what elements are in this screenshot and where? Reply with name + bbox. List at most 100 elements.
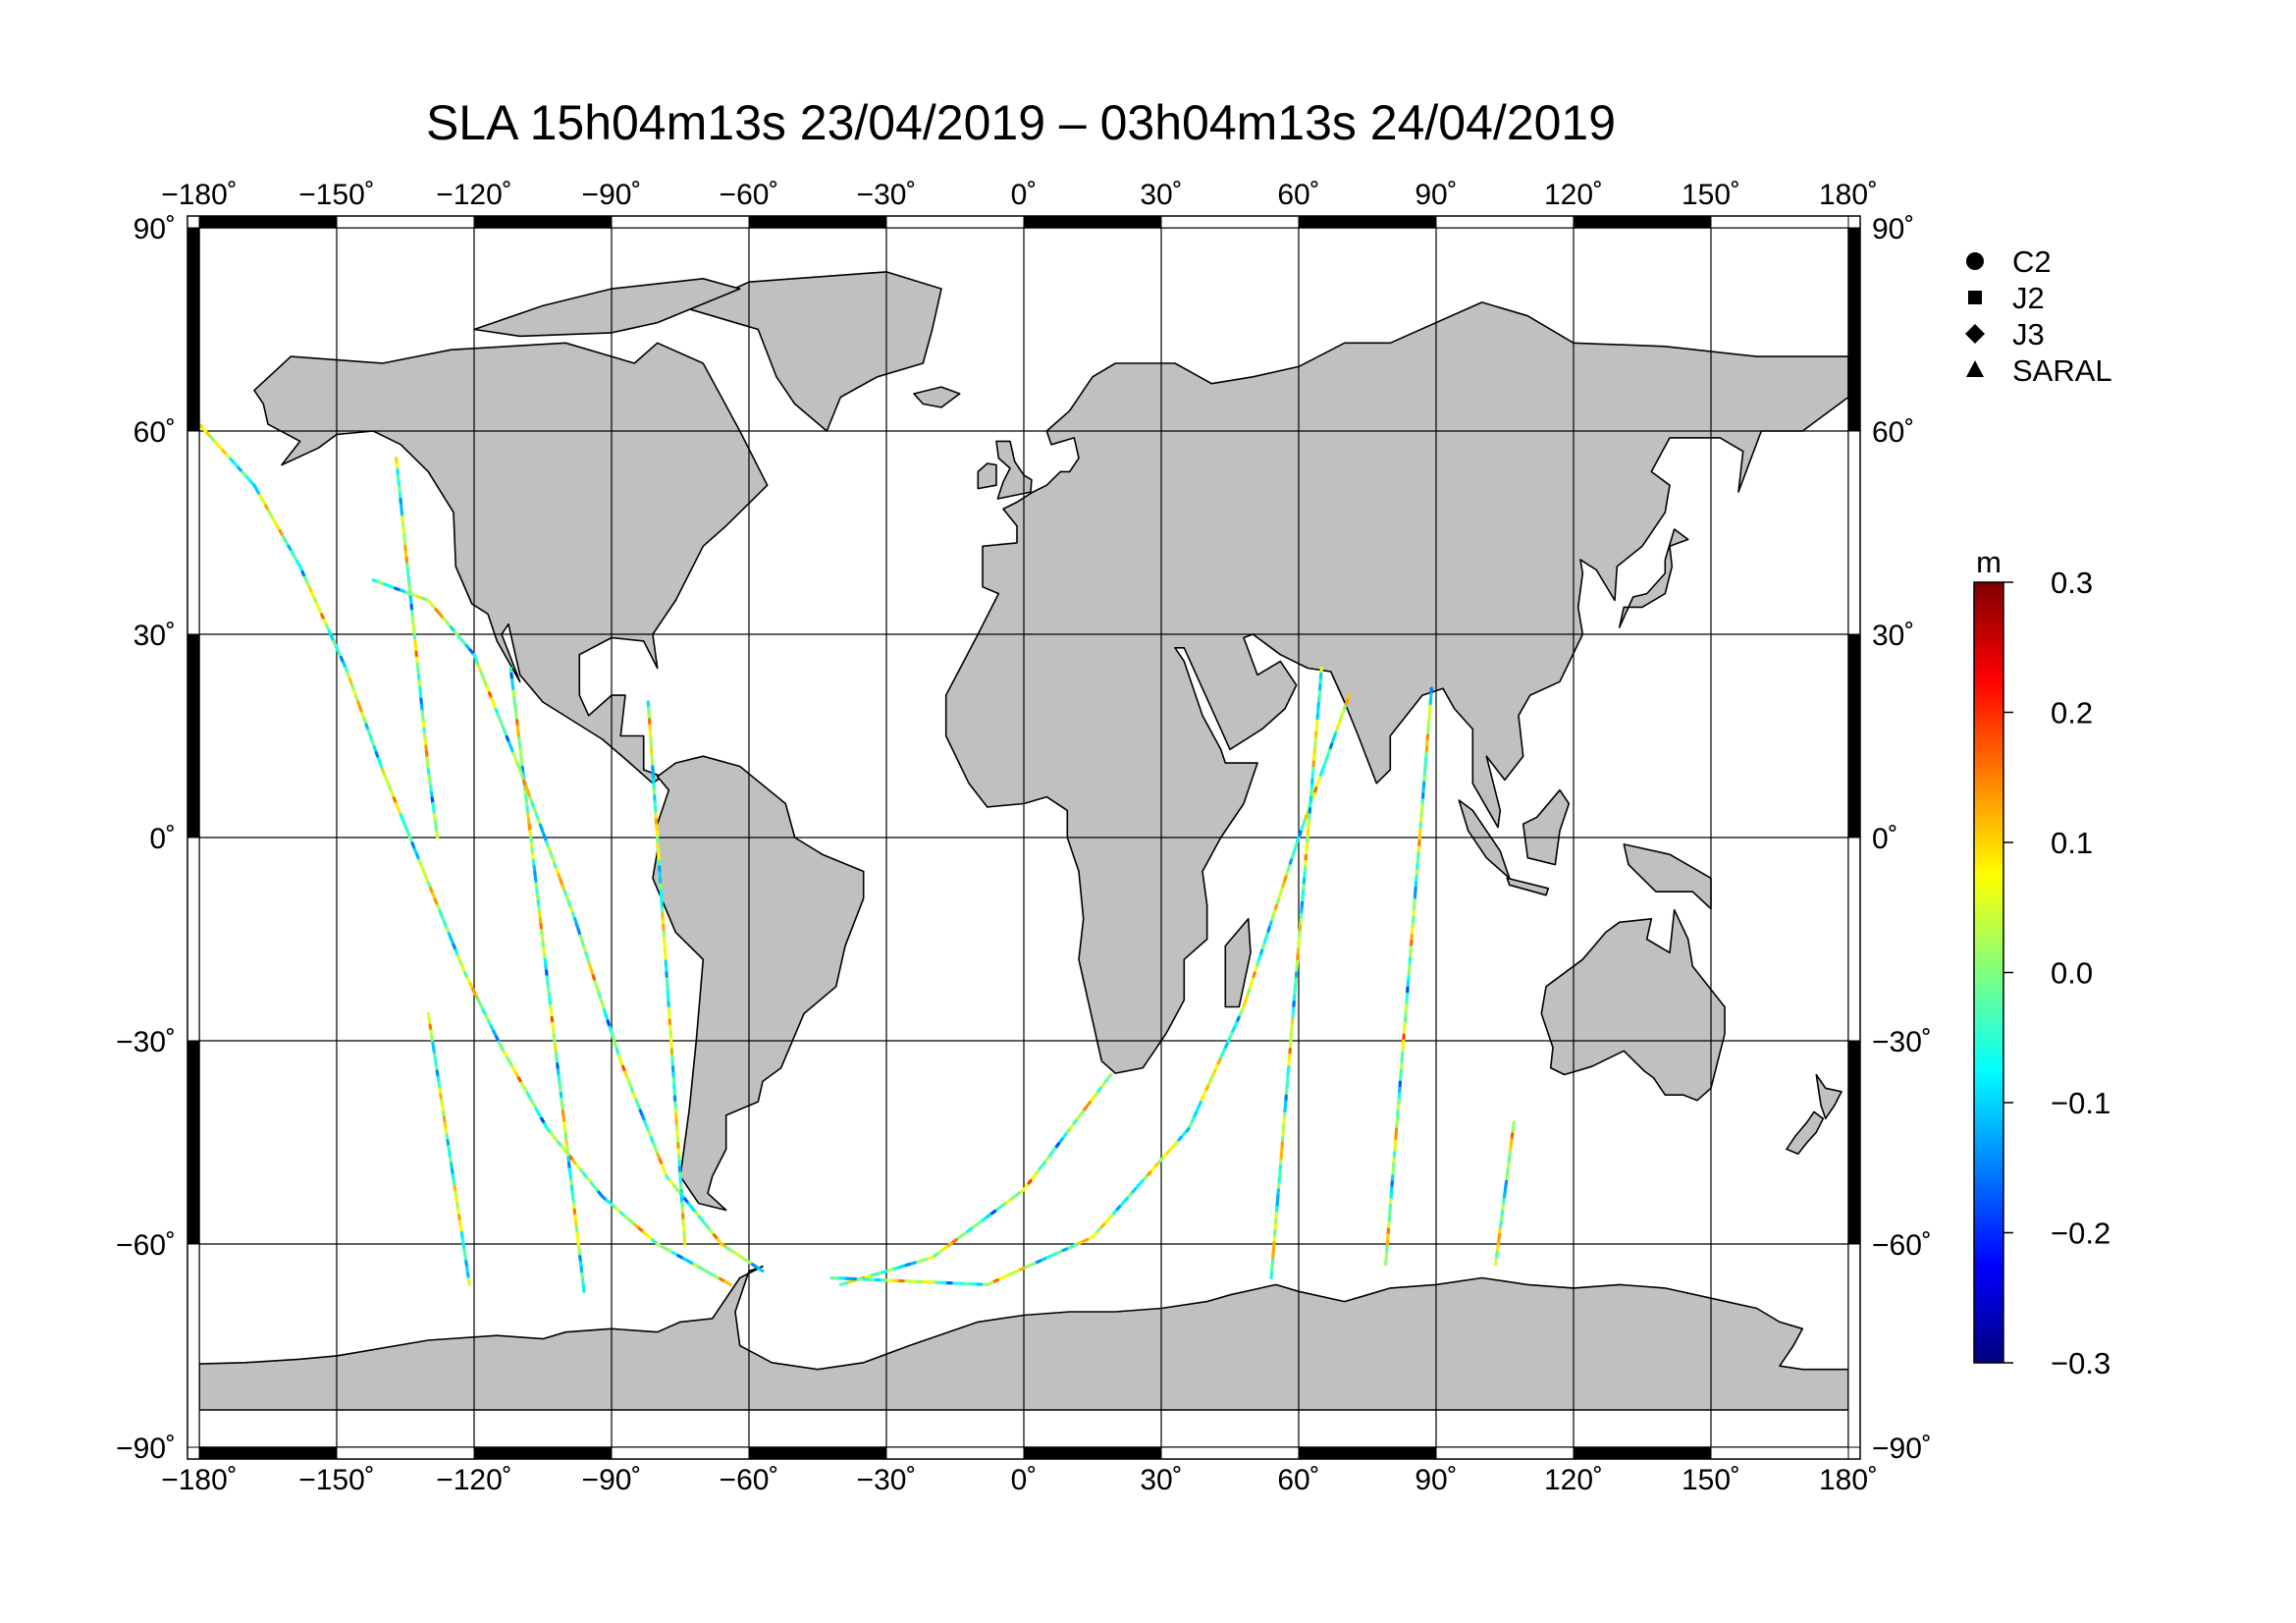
colorbar-unit: m bbox=[1976, 545, 2002, 579]
top-longitude-label: −120˚ bbox=[436, 179, 512, 211]
left-latitude-label: −60˚ bbox=[116, 1229, 176, 1262]
top-longitude-label: 120˚ bbox=[1544, 179, 1603, 211]
satellite-tracks bbox=[199, 422, 1516, 1293]
legend-label: C2 bbox=[2012, 244, 2052, 279]
bottom-longitude-label: 150˚ bbox=[1682, 1464, 1740, 1496]
top-longitude-label: −180˚ bbox=[161, 179, 238, 211]
top-longitude-label: 60˚ bbox=[1277, 179, 1319, 211]
satellite-track-7 bbox=[838, 1072, 1113, 1287]
top-longitude-label: 30˚ bbox=[1140, 179, 1182, 211]
frame-bar-top bbox=[1298, 215, 1437, 229]
frame-bar-bottom bbox=[748, 1446, 887, 1460]
frame-bar-bottom bbox=[1435, 1446, 1575, 1460]
frame-bar-left bbox=[187, 633, 200, 839]
legend-item-j2: J2 bbox=[1968, 281, 2045, 315]
frame-bar-top bbox=[1023, 215, 1162, 229]
frame-bar-left bbox=[187, 430, 200, 635]
right-latitude-label: 30˚ bbox=[1872, 620, 1914, 652]
frame-bar-bottom bbox=[1573, 1446, 1712, 1460]
frame-bar-bottom bbox=[1298, 1446, 1437, 1460]
top-longitude-label: 180˚ bbox=[1819, 179, 1878, 211]
bottom-longitude-label: −120˚ bbox=[436, 1464, 512, 1496]
frame-bar-bottom bbox=[1710, 1446, 1849, 1460]
frame-bar-right bbox=[1847, 227, 1861, 432]
diamond-icon bbox=[1965, 324, 1985, 344]
frame-bar-bottom bbox=[198, 1446, 338, 1460]
frame-bar-left bbox=[187, 227, 200, 432]
right-latitude-label: −30˚ bbox=[1872, 1026, 1932, 1058]
axis-labels: −180˚ −180˚ −150˚ −150˚ −120˚ −120˚ −90˚ −90˚ −6… bbox=[116, 179, 1932, 1496]
frame-bar-bottom bbox=[336, 1446, 475, 1460]
frame-bar-left bbox=[187, 837, 200, 1042]
right-latitude-label: 60˚ bbox=[1872, 416, 1914, 449]
satellite-track-11 bbox=[1494, 1120, 1516, 1267]
bottom-longitude-label: 30˚ bbox=[1140, 1464, 1182, 1496]
land-new-zealand-north bbox=[1815, 1073, 1842, 1120]
frame-bar-top bbox=[336, 215, 475, 229]
frame-bar-top bbox=[1573, 215, 1712, 229]
frame-bar-right bbox=[1847, 1243, 1861, 1448]
land-eurasia-africa bbox=[944, 301, 1848, 1074]
legend-label: J2 bbox=[2012, 281, 2045, 315]
frame-bar-bottom bbox=[611, 1446, 750, 1460]
frame-bar-top bbox=[748, 215, 887, 229]
frame-bar-left bbox=[187, 1040, 200, 1245]
top-longitude-label: 150˚ bbox=[1682, 179, 1740, 211]
colorbar-label: 0.3 bbox=[2051, 566, 2093, 600]
frame-bar-top bbox=[198, 215, 338, 229]
frame-bar-top bbox=[1435, 215, 1575, 229]
frame-bar-top bbox=[1710, 215, 1849, 229]
land-borneo bbox=[1522, 788, 1571, 866]
colorbar: m 0.3 0.2 0.1 0.0 −0.1 −0.2 −0.3 bbox=[1973, 545, 2110, 1380]
satellite-track-8 bbox=[829, 693, 1351, 1287]
top-longitude-label: −30˚ bbox=[857, 179, 917, 211]
left-latitude-label: 0˚ bbox=[149, 823, 176, 855]
bottom-longitude-label: −150˚ bbox=[298, 1464, 375, 1496]
right-latitude-label: 0˚ bbox=[1872, 823, 1898, 855]
left-latitude-label: 90˚ bbox=[133, 213, 176, 245]
bottom-longitude-label: 120˚ bbox=[1544, 1464, 1603, 1496]
bottom-longitude-label: −180˚ bbox=[161, 1464, 238, 1496]
left-latitude-label: −90˚ bbox=[116, 1433, 176, 1465]
left-latitude-label: 30˚ bbox=[133, 620, 176, 652]
land-new-guinea bbox=[1623, 843, 1712, 910]
right-latitude-label: 90˚ bbox=[1872, 213, 1914, 245]
frame-bar-left bbox=[187, 1243, 200, 1448]
triangle-icon bbox=[1966, 360, 1984, 377]
colorbar-label: −0.2 bbox=[2051, 1217, 2110, 1251]
bottom-longitude-label: 180˚ bbox=[1819, 1464, 1878, 1496]
bottom-longitude-label: −90˚ bbox=[582, 1464, 642, 1496]
right-latitude-label: −90˚ bbox=[1872, 1433, 1932, 1465]
circle-icon bbox=[1966, 252, 1984, 270]
legend-item-saral: SARAL bbox=[1966, 353, 2112, 388]
colorbar-label: −0.3 bbox=[2051, 1346, 2110, 1380]
frame-bar-right bbox=[1847, 633, 1861, 839]
colorbar-gradient bbox=[1973, 581, 2004, 1364]
satellite-track-3 bbox=[508, 666, 586, 1293]
square-icon bbox=[1968, 291, 1982, 304]
satellite-track-2 bbox=[395, 457, 440, 839]
frame-bar-right bbox=[1847, 1040, 1861, 1245]
land-new-zealand-south bbox=[1786, 1110, 1825, 1155]
land-canadian-islands bbox=[473, 278, 741, 338]
frame-bar-top bbox=[473, 215, 613, 229]
frame-bar-top bbox=[885, 215, 1025, 229]
colorbar-label: 0.2 bbox=[2051, 696, 2093, 730]
satellite-track-6 bbox=[371, 578, 765, 1273]
land-iceland bbox=[913, 386, 961, 408]
left-latitude-label: −30˚ bbox=[116, 1026, 176, 1058]
colorbar-label: −0.1 bbox=[2051, 1086, 2110, 1120]
satellite-track-5 bbox=[426, 1011, 471, 1287]
satellite-track-4 bbox=[646, 700, 687, 1246]
graticule bbox=[199, 228, 1848, 1447]
map-title: SLA 15h04m13s 23/04/2019 – 03h04m13s 24/… bbox=[425, 95, 1617, 150]
colorbar-label: 0.0 bbox=[2051, 956, 2093, 991]
frame-bar-top bbox=[1160, 215, 1300, 229]
map-frame bbox=[187, 215, 1861, 1460]
frame-bar-right bbox=[1847, 430, 1861, 635]
legend-label: J3 bbox=[2012, 317, 2045, 352]
frame-bar-bottom bbox=[1160, 1446, 1300, 1460]
satellite-track-9 bbox=[1269, 666, 1323, 1280]
